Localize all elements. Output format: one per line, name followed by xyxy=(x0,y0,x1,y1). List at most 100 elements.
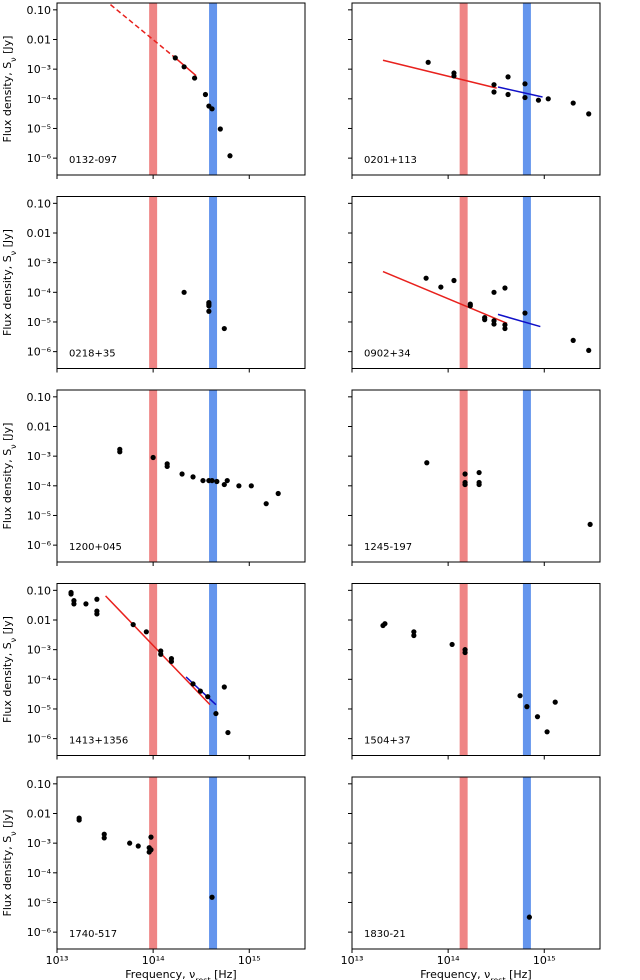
plot-area xyxy=(76,777,218,949)
plot-area xyxy=(459,777,532,949)
data-point xyxy=(491,82,497,88)
fit-line xyxy=(497,313,541,328)
y-tick-label: 0.10 xyxy=(27,584,52,597)
data-point xyxy=(451,277,457,284)
y-axis-label: Flux density, Sν [Jy] xyxy=(1,36,18,143)
data-point xyxy=(209,477,215,484)
y-label-sub: ν xyxy=(9,637,18,642)
source-label: 0902+34 xyxy=(364,349,411,360)
panel: 10⁻⁶ 10⁻⁵ 10⁻⁴ 10⁻³ 0.01 0.10 0218+35 Flux dens… xyxy=(1,196,306,373)
y-label-sub: ν xyxy=(9,57,18,62)
y-tick-label: 10⁻⁵ xyxy=(27,509,51,522)
data-point xyxy=(172,55,178,61)
data-point xyxy=(491,89,497,95)
data-point xyxy=(214,478,220,485)
y-tick-label: 10⁻³ xyxy=(27,644,51,657)
data-point xyxy=(438,284,444,290)
data-point xyxy=(526,914,532,920)
data-point xyxy=(502,322,508,328)
y-tick-label: 10⁻³ xyxy=(27,450,51,463)
x-label-part: Frequency, ν xyxy=(420,968,490,980)
data-point xyxy=(411,629,417,635)
y-tick-label: 10⁻³ xyxy=(27,63,51,76)
data-point xyxy=(130,621,136,628)
y-tick-label: 0.10 xyxy=(27,4,52,17)
data-point xyxy=(522,94,528,101)
y-axis-label: Flux density, Sν [Jy] xyxy=(1,616,18,723)
data-point xyxy=(517,693,523,699)
x-axis-label: Frequency, νrest [Hz] xyxy=(420,968,531,980)
x-tick-label: 10¹³ xyxy=(46,954,69,967)
x-label-sub: rest xyxy=(195,976,210,980)
x-tick-label: 10¹⁵ xyxy=(238,954,261,967)
data-point xyxy=(570,100,576,106)
data-point xyxy=(191,75,198,81)
data-point xyxy=(94,596,100,602)
data-point xyxy=(449,641,455,648)
y-tick-label: 10⁻⁶ xyxy=(27,733,52,746)
data-point xyxy=(552,699,558,705)
source-label: 1740-517 xyxy=(69,929,117,940)
data-point xyxy=(197,688,203,694)
data-point xyxy=(94,611,100,617)
data-point xyxy=(248,483,254,489)
data-point xyxy=(148,847,154,853)
data-point xyxy=(505,91,511,98)
y-label-part: Flux density, S xyxy=(1,255,14,336)
data-point xyxy=(476,469,482,476)
y-tick-label: 10⁻³ xyxy=(27,837,51,850)
data-point xyxy=(209,894,215,900)
data-point xyxy=(190,474,196,480)
data-point xyxy=(217,126,223,132)
y-axis-label: Flux density, Sν [Jy] xyxy=(1,229,18,336)
panel: 10⁻⁶ 10⁻⁵ 10⁻⁴ 10⁻³ 0.01 0.10 10¹³ 10¹⁴ 10¹⁵ 1740… xyxy=(1,776,306,980)
data-point xyxy=(411,632,417,639)
fit-line xyxy=(382,59,497,89)
data-point xyxy=(275,490,281,497)
data-point xyxy=(181,64,187,70)
data-point xyxy=(143,629,149,635)
data-point xyxy=(206,303,212,309)
data-point xyxy=(586,111,592,117)
y-label-part: Flux density, S xyxy=(1,642,14,723)
y-tick-label: 0.01 xyxy=(27,420,52,433)
panel: 10⁻⁶ 10⁻⁵ 10⁻⁴ 10⁻³ 0.01 0.10 1200+045 Flux den… xyxy=(1,389,306,566)
plot-area xyxy=(117,390,281,562)
frame xyxy=(351,776,601,950)
y-label-part: [Jy] xyxy=(1,810,14,832)
x-tick-label: 10¹⁴ xyxy=(142,954,165,967)
y-tick-label: 0.01 xyxy=(27,227,52,240)
data-point xyxy=(117,449,123,455)
data-point xyxy=(158,651,164,657)
data-point xyxy=(213,710,219,717)
data-point xyxy=(491,289,497,295)
data-point xyxy=(209,106,215,112)
data-point xyxy=(224,477,230,484)
data-point xyxy=(524,704,530,710)
data-point xyxy=(545,96,551,102)
plot-area xyxy=(380,583,558,756)
y-tick-label: 0.10 xyxy=(27,778,52,791)
frame xyxy=(56,776,306,950)
panel: 0902+34 xyxy=(348,196,601,373)
data-point xyxy=(544,729,550,735)
panel: 10¹³ 10¹⁴ 10¹⁵ 1830-21 Frequency, νrest [Hz] xyxy=(341,776,601,980)
x-tick-label: 10¹⁴ xyxy=(437,954,460,967)
data-point xyxy=(221,481,227,488)
y-tick-label: 10⁻⁴ xyxy=(27,867,52,880)
data-point xyxy=(423,275,429,281)
data-point xyxy=(227,153,233,159)
y-tick-label: 0.01 xyxy=(27,807,52,820)
y-tick-label: 10⁻⁶ xyxy=(27,926,52,939)
data-point xyxy=(462,649,468,656)
panel: 0201+113 xyxy=(348,2,601,179)
x-tick-label: 10¹⁵ xyxy=(533,954,556,967)
data-point xyxy=(127,840,133,846)
data-point xyxy=(424,460,430,466)
plot-area xyxy=(424,390,593,562)
y-tick-label: 0.01 xyxy=(27,33,52,46)
panel: 1504+37 xyxy=(348,583,601,760)
y-axis-label: Flux density, Sν [Jy] xyxy=(1,810,18,917)
data-point xyxy=(462,471,468,477)
y-tick-label: 10⁻⁶ xyxy=(27,539,52,552)
